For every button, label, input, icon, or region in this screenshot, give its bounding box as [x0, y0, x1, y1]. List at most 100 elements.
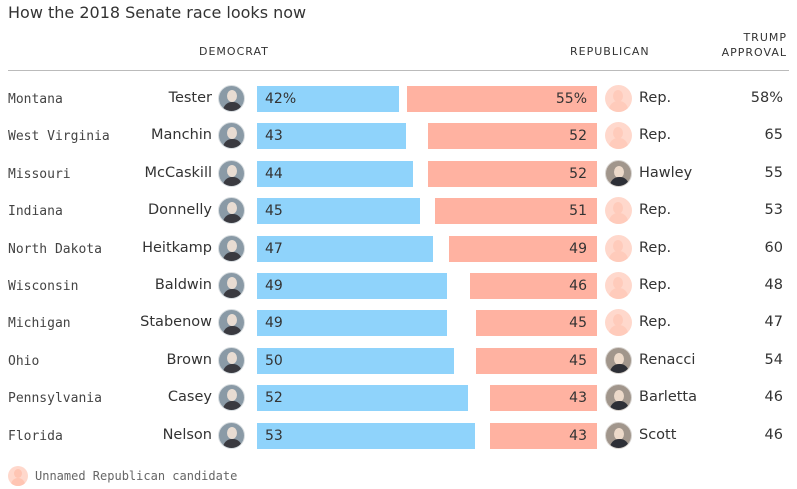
democrat-bar [257, 348, 454, 374]
state-label: North Dakota [8, 242, 102, 257]
republican-value: 43 [569, 390, 587, 406]
republican-bar [470, 273, 597, 299]
table-row: Indiana Donnelly 45 51 Rep. 53 [0, 197, 797, 225]
republican-bar [449, 236, 597, 262]
democrat-bar [257, 423, 475, 449]
state-label: Missouri [8, 167, 71, 182]
republican-header: REPUBLICAN [570, 45, 650, 58]
state-label: Wisconsin [8, 279, 79, 294]
trump-header-line1: TRUMP [743, 31, 787, 44]
democrat-value: 49 [265, 278, 283, 294]
person-silhouette-icon [8, 466, 28, 486]
republican-name: Rep. [639, 240, 672, 256]
democrat-photo-avatar [218, 384, 245, 411]
democrat-bar [257, 123, 406, 149]
democrat-photo-avatar [218, 160, 245, 187]
democrat-name: Casey [167, 389, 212, 405]
republican-name: Rep. [639, 202, 672, 218]
trump-approval-header: TRUMP APPROVAL [722, 30, 787, 60]
state-label: Montana [8, 92, 63, 107]
democrat-bar [257, 273, 447, 299]
republican-value: 51 [569, 203, 587, 219]
person-silhouette-icon [605, 122, 632, 149]
democrat-value: 42% [265, 91, 297, 107]
legend-label: Unnamed Republican candidate [35, 469, 238, 483]
republican-photo-avatar [605, 384, 632, 411]
democrat-photo-avatar [218, 309, 245, 336]
democrat-name: McCaskill [144, 165, 212, 181]
table-row: West Virginia Manchin 43 52 Rep. 65 [0, 122, 797, 150]
state-label: Ohio [8, 354, 40, 369]
democrat-name: Baldwin [154, 277, 212, 293]
democrat-bar [257, 310, 447, 336]
republican-value: 52 [569, 128, 587, 144]
republican-name: Rep. [639, 90, 672, 106]
republican-bar [407, 86, 597, 112]
democrat-photo-avatar [218, 347, 245, 374]
democrat-value: 44 [265, 166, 283, 182]
democrat-bar [257, 86, 399, 112]
democrat-photo-avatar [218, 272, 245, 299]
person-silhouette-icon [605, 197, 632, 224]
table-row: Michigan Stabenow 49 45 Rep. 47 [0, 309, 797, 337]
democrat-name: Tester [168, 90, 212, 106]
republican-name: Rep. [639, 314, 672, 330]
table-row: Ohio Brown 50 45 Renacci 54 [0, 347, 797, 375]
person-silhouette-icon [605, 85, 632, 112]
democrat-photo-avatar [218, 85, 245, 112]
democrat-bar [257, 198, 420, 224]
state-label: Indiana [8, 204, 63, 219]
democrat-name: Manchin [151, 127, 212, 143]
republican-name: Rep. [639, 277, 672, 293]
democrat-value: 47 [265, 241, 283, 257]
republican-name: Hawley [639, 165, 693, 181]
table-row: North Dakota Heitkamp 47 49 Rep. 60 [0, 235, 797, 263]
democrat-name: Stabenow [140, 314, 212, 330]
trump-approval-value: 58% [750, 90, 783, 106]
trump-approval-value: 47 [764, 314, 783, 330]
democrat-value: 50 [265, 353, 283, 369]
state-label: Florida [8, 429, 63, 444]
democrat-bar [257, 161, 413, 187]
republican-bar [428, 123, 597, 149]
trump-approval-value: 65 [764, 127, 783, 143]
republican-bar [428, 161, 597, 187]
republican-bar [490, 423, 597, 449]
democrat-photo-avatar [218, 122, 245, 149]
republican-bar [435, 198, 597, 224]
democrat-value: 43 [265, 128, 283, 144]
table-row: Florida Nelson 53 43 Scott 46 [0, 422, 797, 450]
republican-value: 49 [569, 241, 587, 257]
republican-photo-avatar [605, 422, 632, 449]
democrat-value: 53 [265, 428, 283, 444]
democrat-header: DEMOCRAT [199, 45, 269, 58]
democrat-photo-avatar [218, 235, 245, 262]
trump-approval-value: 46 [764, 389, 783, 405]
trump-header-line2: APPROVAL [721, 46, 787, 59]
state-label: Pennsylvania [8, 391, 102, 406]
republican-value: 45 [569, 315, 587, 331]
democrat-photo-avatar [218, 197, 245, 224]
republican-name: Rep. [639, 127, 672, 143]
table-row: Montana Tester 42% 55% Rep. 58% [0, 85, 797, 113]
democrat-bar [257, 236, 433, 262]
republican-name: Renacci [639, 352, 696, 368]
table-row: Missouri McCaskill 44 52 Hawley 55 [0, 160, 797, 188]
democrat-value: 52 [265, 390, 283, 406]
trump-approval-value: 46 [764, 427, 783, 443]
republican-photo-avatar [605, 347, 632, 374]
democrat-bar [257, 385, 468, 411]
chart-title: How the 2018 Senate race looks now [8, 3, 307, 22]
republican-name: Barletta [639, 389, 697, 405]
republican-value: 45 [569, 353, 587, 369]
trump-approval-value: 55 [764, 165, 783, 181]
republican-value: 43 [569, 428, 587, 444]
trump-approval-value: 48 [764, 277, 783, 293]
trump-approval-value: 53 [764, 202, 783, 218]
democrat-name: Heitkamp [142, 240, 212, 256]
header-divider [8, 70, 789, 71]
republican-bar [490, 385, 597, 411]
trump-approval-value: 60 [764, 240, 783, 256]
state-label: West Virginia [8, 129, 110, 144]
republican-value: 46 [569, 278, 587, 294]
